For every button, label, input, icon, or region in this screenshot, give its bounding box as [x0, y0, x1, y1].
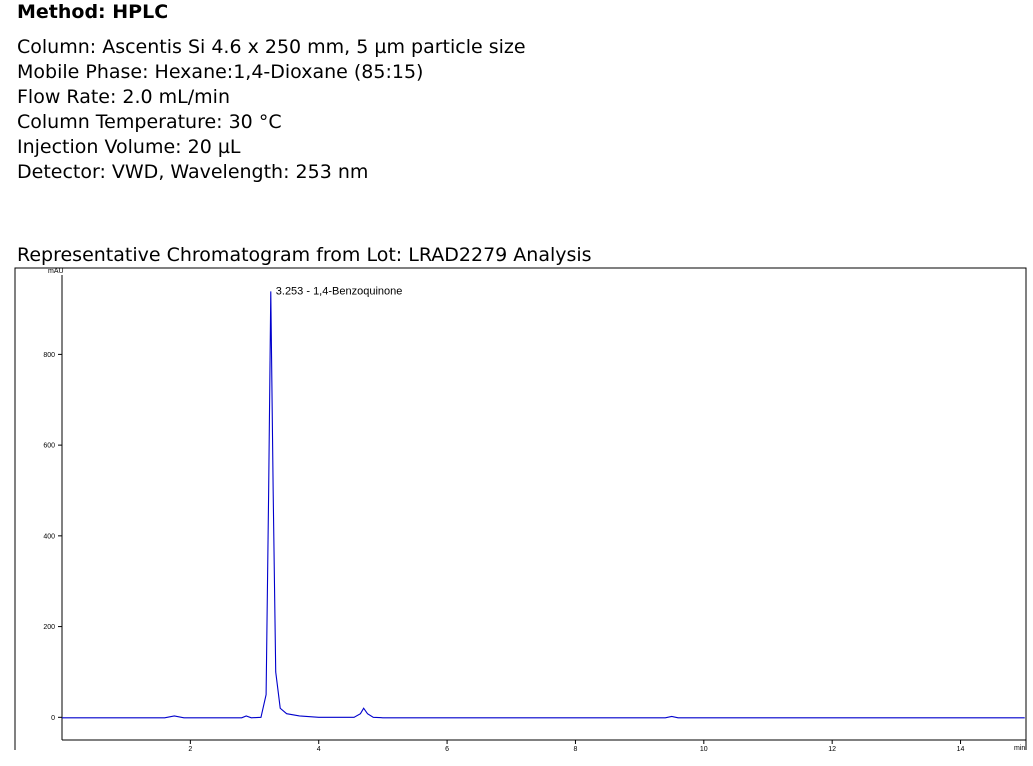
- x-tick-label: 6: [445, 746, 449, 753]
- method-title: Method: HPLC: [17, 1, 169, 23]
- y-axis-label: mAU: [48, 268, 64, 275]
- method-line: Column: Ascentis Si 4.6 x 250 mm, 5 µm p…: [17, 36, 526, 58]
- method-line: Column Temperature: 30 °C: [17, 111, 282, 133]
- chromatogram-line: [62, 291, 1025, 719]
- x-tick-label: 14: [957, 746, 965, 753]
- peak-label: 3.253 - 1,4-Benzoquinone: [276, 285, 403, 297]
- x-axis-label: min: [1014, 745, 1025, 752]
- chart-title: Representative Chromatogram from Lot: LR…: [17, 244, 592, 266]
- x-tick-label: 2: [188, 746, 192, 753]
- x-tick-label: 10: [700, 746, 708, 753]
- method-line: Mobile Phase: Hexane:1,4-Dioxane (85:15): [17, 61, 424, 83]
- method-line: Injection Volume: 20 µL: [17, 136, 241, 158]
- frame: [14, 267, 1027, 750]
- y-tick-label: 200: [43, 624, 55, 631]
- y-tick-label: 0: [51, 715, 55, 722]
- x-tick-label: 12: [828, 746, 836, 753]
- y-tick-label: 800: [43, 352, 55, 359]
- y-tick-label: 600: [43, 443, 55, 450]
- method-line: Detector: VWD, Wavelength: 253 nm: [17, 161, 369, 183]
- x-tick-label: 4: [317, 746, 321, 753]
- y-tick-label: 400: [43, 533, 55, 540]
- method-line: Flow Rate: 2.0 mL/min: [17, 86, 230, 108]
- x-tick-label: 8: [573, 746, 577, 753]
